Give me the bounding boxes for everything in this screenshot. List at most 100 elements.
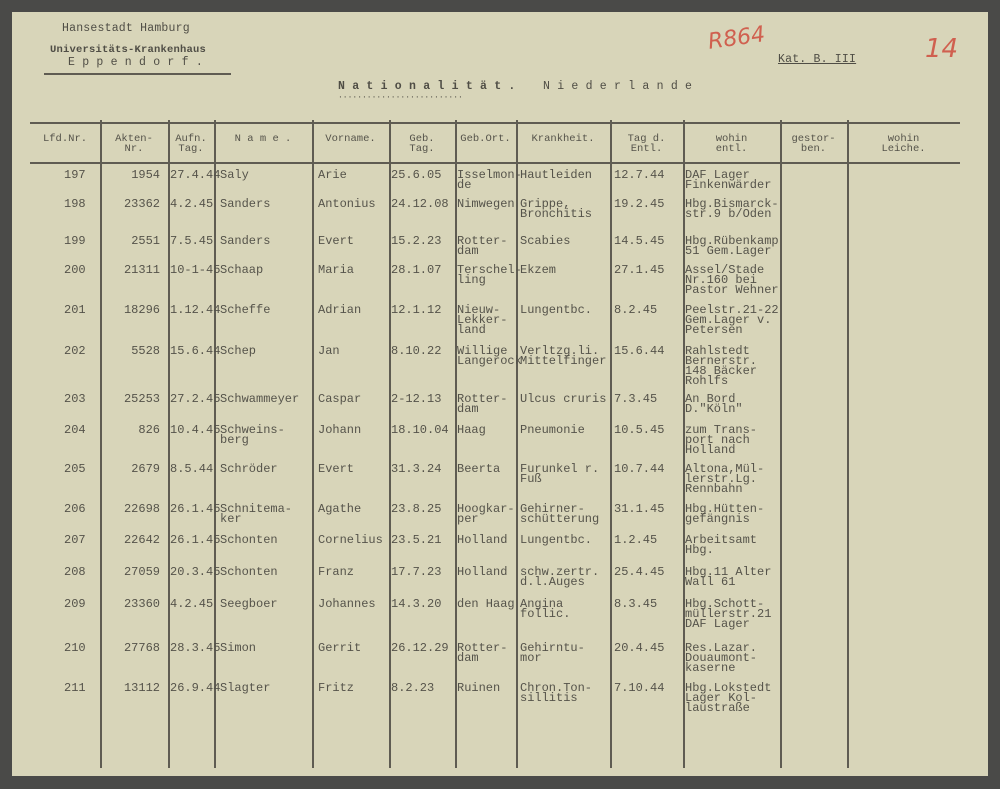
cell-geb-ort: den Haag	[457, 597, 515, 611]
cell-vorname: Agathe	[318, 502, 362, 516]
cell-entl: 25.4.45	[614, 565, 665, 579]
cell-entl: 7.10.44	[614, 681, 665, 695]
cell-nr: 210	[64, 641, 86, 655]
cell-geb-tag: 15.2.23	[391, 234, 442, 248]
column-header: N a m e .	[234, 133, 292, 145]
column-header: Geb.Ort.	[460, 133, 511, 145]
cell-krankheit: Furunkel r. Fuß	[520, 462, 600, 486]
cell-krankheit: Ekzem	[520, 263, 557, 277]
institution-line-1: Hansestadt Hamburg	[62, 22, 190, 35]
cell-aufn: 1.12.44	[170, 303, 221, 317]
column-header: Geb. Tag.	[409, 133, 435, 155]
cell-krankheit: Lungentbc.	[520, 533, 593, 547]
column-divider	[683, 120, 685, 768]
cell-krankheit: Chron.Ton- sillitis	[520, 681, 593, 705]
cell-nr: 199	[64, 234, 86, 248]
cell-aufn: 26.9.44	[170, 681, 221, 695]
cell-entl: 20.4.45	[614, 641, 665, 655]
cell-geb-ort: Ruinen	[457, 681, 501, 695]
cell-krankheit: Gehirner- schütterung	[520, 502, 600, 526]
header-underline	[44, 73, 231, 75]
cell-name: Schaap	[220, 263, 264, 277]
cell-nr: 201	[64, 303, 86, 317]
cell-nr: 206	[64, 502, 86, 516]
cell-aufn: 26.1.45	[170, 533, 221, 547]
cell-entl: 12.7.44	[614, 168, 665, 182]
institution-line-3: E p p e n d o r f .	[68, 56, 203, 69]
cell-akten: 23362	[123, 197, 160, 211]
cell-name: Scheffe	[220, 303, 271, 317]
cell-wohin: Rahlstedt Bernerstr. 148 Bäcker Rohlfs	[685, 344, 758, 388]
cell-akten: 18296	[123, 303, 160, 317]
cell-geb-ort: Isselmon- de	[457, 168, 522, 192]
column-header: wohin Leiche.	[881, 133, 926, 155]
column-divider	[610, 120, 612, 768]
cell-geb-ort: Rotter- dam	[457, 234, 508, 258]
cell-geb-tag: 31.3.24	[391, 462, 442, 476]
cell-geb-tag: 23.5.21	[391, 533, 442, 547]
cell-geb-ort: Holland	[457, 565, 508, 579]
column-header: Vorname.	[325, 133, 376, 145]
cell-geb-ort: Terschel- ling	[457, 263, 522, 287]
document-page	[12, 12, 988, 776]
cell-nr: 197	[64, 168, 86, 182]
cell-entl: 1.2.45	[614, 533, 658, 547]
cell-name: Schonten	[220, 533, 278, 547]
cell-aufn: 10-1-45	[170, 263, 221, 277]
column-header: wohin entl.	[715, 133, 748, 155]
cell-entl: 19.2.45	[614, 197, 665, 211]
cell-entl: 15.6.44	[614, 344, 665, 358]
cell-nr: 209	[64, 597, 86, 611]
cell-aufn: 15.6.44	[170, 344, 221, 358]
cell-geb-tag: 2-12.13	[391, 392, 442, 406]
cell-vorname: Evert	[318, 234, 355, 248]
cell-name: Schröder	[220, 462, 278, 476]
cell-akten: 25253	[123, 392, 160, 406]
cell-wohin: Assel/Stade Nr.160 bei Pastor Wehner	[685, 263, 779, 297]
cell-aufn: 27.4.44	[170, 168, 221, 182]
cell-name: Saly	[220, 168, 249, 182]
cell-akten: 22698	[123, 502, 160, 516]
cell-wohin: Hbg.Hütten- gefängnis	[685, 502, 765, 526]
cell-wohin: DAF Lager Finkenwärder	[685, 168, 772, 192]
cell-aufn: 4.2.45	[170, 197, 214, 211]
cell-aufn: 26.1.45	[170, 502, 221, 516]
cell-geb-ort: Nimwegen	[457, 197, 515, 211]
cell-wohin: Hbg.Rübenkamp 51 Gem.Lager	[685, 234, 779, 258]
cell-name: Schnitema- ker	[220, 502, 293, 526]
cell-krankheit: Pneumonie	[520, 423, 585, 437]
cell-geb-tag: 18.10.04	[391, 423, 449, 437]
category-label: Kat. B. III	[778, 53, 857, 66]
cell-geb-ort: Rotter- dam	[457, 641, 508, 665]
cell-entl: 31.1.45	[614, 502, 665, 516]
cell-krankheit: Scabies	[520, 234, 571, 248]
column-header: Akten- Nr.	[115, 133, 153, 155]
cell-name: Sanders	[220, 197, 271, 211]
column-divider	[168, 120, 170, 768]
cell-entl: 8.2.45	[614, 303, 658, 317]
cell-name: Slagter	[220, 681, 271, 695]
cell-krankheit: Gehirntu- mor	[520, 641, 585, 665]
cell-vorname: Adrian	[318, 303, 362, 317]
cell-wohin: An Bord D."Köln"	[685, 392, 743, 416]
column-divider	[100, 120, 102, 768]
cell-geb-ort: Nieuw- Lekker- land	[457, 303, 508, 337]
cell-vorname: Fritz	[318, 681, 355, 695]
cell-akten: 13112	[123, 681, 160, 695]
cell-geb-tag: 14.3.20	[391, 597, 442, 611]
cell-krankheit: Angina follic.	[520, 597, 571, 621]
cell-vorname: Johannes	[318, 597, 376, 611]
cell-wohin: Hbg.11 Alter Wall 61	[685, 565, 772, 589]
cell-aufn: 7.5.45	[170, 234, 214, 248]
cell-entl: 8.3.45	[614, 597, 658, 611]
cell-geb-ort: Willige Langerock	[457, 344, 522, 368]
cell-akten: 27768	[123, 641, 160, 655]
cell-name: Sanders	[220, 234, 271, 248]
cell-vorname: Maria	[318, 263, 355, 277]
column-divider	[516, 120, 518, 768]
cell-aufn: 27.2.45	[170, 392, 221, 406]
cell-aufn: 4.2.45	[170, 597, 214, 611]
cell-wohin: zum Trans- port nach Holland	[685, 423, 758, 457]
cell-vorname: Caspar	[318, 392, 362, 406]
cell-geb-ort: Beerta	[457, 462, 501, 476]
